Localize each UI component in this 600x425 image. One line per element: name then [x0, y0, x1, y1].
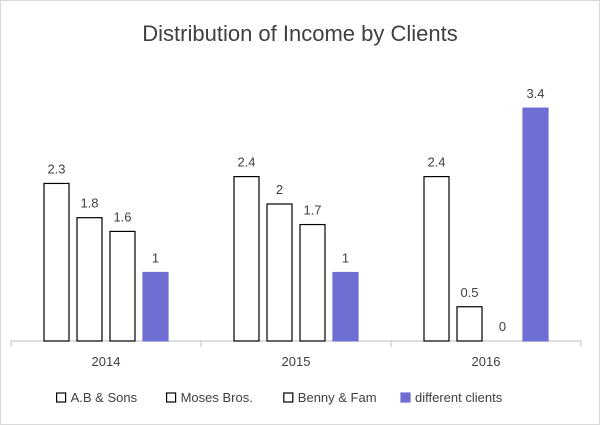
- x-tick-label: 2016: [472, 354, 501, 369]
- bar: [423, 176, 450, 342]
- legend-swatch: [400, 392, 411, 403]
- x-tick-label: 2015: [282, 354, 311, 369]
- bar: [43, 182, 70, 342]
- legend-label: different clients: [415, 390, 503, 405]
- data-label: 0.5: [460, 285, 478, 300]
- data-label: 1.7: [303, 203, 321, 218]
- plot-area: 2014 2.3 1.8 1.6 1 2015 2.4 2 1.7 1 2016 2.4 0.5 0 3.4: [10, 86, 582, 369]
- legend-label: A.B & Sons: [71, 390, 138, 405]
- data-label: 3.4: [526, 86, 544, 101]
- legend-swatch: [55, 392, 67, 403]
- bar: [522, 107, 549, 342]
- data-label: 1.6: [113, 209, 131, 224]
- bar: [332, 271, 359, 342]
- data-label: 1: [342, 251, 349, 266]
- data-label: 2.3: [47, 161, 65, 176]
- bar: [266, 203, 293, 342]
- chart-title: Distribution of Income by Clients: [142, 21, 457, 46]
- x-tick-label: 2014: [92, 354, 121, 369]
- data-label: 1: [152, 251, 159, 266]
- bar: [142, 271, 169, 342]
- data-label: 0: [499, 319, 506, 334]
- bar: [233, 176, 260, 342]
- data-label: 1.8: [80, 196, 98, 211]
- bar: [299, 223, 326, 342]
- data-label: 2: [276, 182, 283, 197]
- data-label: 2.4: [237, 155, 255, 170]
- legend: A.B & Sons Moses Bros. Benny & Fam differen…: [55, 390, 503, 405]
- bar: [109, 230, 136, 342]
- legend-label: Moses Bros.: [181, 390, 253, 405]
- legend-label: Benny & Fam: [298, 390, 377, 405]
- bar: [456, 306, 483, 342]
- legend-swatch: [166, 392, 177, 403]
- legend-swatch: [283, 392, 294, 403]
- bar: [76, 217, 103, 342]
- data-label: 2.4: [427, 155, 445, 170]
